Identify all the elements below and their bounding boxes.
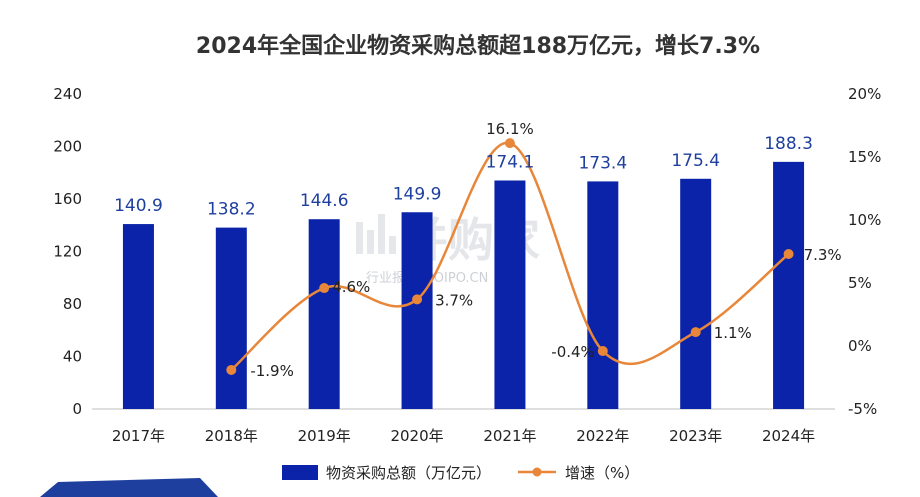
- bar: [680, 178, 712, 409]
- bar-data-label: 144.6: [300, 191, 349, 211]
- line-data-label: -1.9%: [250, 362, 294, 380]
- line-point: [783, 249, 794, 260]
- x-tick-label: 2024年: [762, 427, 815, 445]
- left-tick-label: 120: [53, 243, 82, 261]
- line-point: [412, 294, 423, 305]
- line-point: [504, 138, 515, 149]
- legend-line-label: 增速（%）: [565, 464, 639, 482]
- x-axis: 2017年 2018年 2019年 2020年 2021年 2022年 2023年 2024年: [112, 427, 815, 445]
- bar: [215, 227, 247, 409]
- left-tick-label: 160: [53, 190, 82, 208]
- bar-series: [122, 161, 805, 409]
- legend-line-marker: [532, 467, 542, 477]
- line-data-labels: -1.9% 4.6% 3.7% 16.1% -0.4% 1.1% 7.3%: [250, 120, 841, 380]
- right-tick-label: 10%: [848, 211, 881, 229]
- line-point: [319, 283, 330, 294]
- bar-data-label: 140.9: [114, 196, 163, 216]
- left-tick-label: 0: [72, 400, 82, 418]
- bar: [308, 219, 340, 409]
- line-point: [690, 327, 701, 338]
- left-tick-label: 40: [63, 348, 82, 366]
- left-axis: 0 40 80 120 160 200 240: [53, 85, 82, 418]
- x-tick-label: 2021年: [483, 427, 536, 445]
- chart-title: 2024年全国企业物资采购总额超188万亿元，增长7.3%: [196, 33, 760, 59]
- left-tick-label: 80: [63, 295, 82, 313]
- line-data-label: 7.3%: [804, 246, 842, 264]
- bar: [773, 161, 805, 409]
- right-tick-label: 20%: [848, 85, 881, 103]
- right-tick-label: 15%: [848, 148, 881, 166]
- line-point: [226, 364, 237, 375]
- x-tick-label: 2022年: [576, 427, 629, 445]
- x-tick-label: 2023年: [669, 427, 722, 445]
- bar-data-label: 188.3: [764, 134, 813, 154]
- right-axis: -5% 0% 5% 10% 15% 20%: [848, 85, 881, 418]
- legend-bar-swatch: [282, 465, 318, 480]
- line-series: [226, 138, 794, 375]
- legend: 物资采购总额（万亿元） 增速（%）: [282, 464, 639, 482]
- line-point: [597, 346, 608, 357]
- x-tick-label: 2017年: [112, 427, 165, 445]
- bar: [401, 212, 433, 409]
- bar: [494, 180, 526, 409]
- line-data-label: 3.7%: [435, 291, 473, 309]
- left-tick-label: 240: [53, 85, 82, 103]
- right-tick-label: 5%: [848, 274, 872, 292]
- left-tick-label: 200: [53, 138, 82, 156]
- watermark-logo-icon: [356, 214, 396, 254]
- bar-data-label: 174.1: [486, 152, 535, 172]
- bar: [587, 181, 619, 409]
- bar-data-label: 173.4: [578, 153, 627, 173]
- bar: [122, 224, 154, 409]
- line-data-label: 4.6%: [332, 278, 370, 296]
- decorative-arrow-shape: [40, 478, 218, 497]
- x-tick-label: 2018年: [205, 427, 258, 445]
- line-data-label: -0.4%: [551, 343, 595, 361]
- bar-data-label: 138.2: [207, 200, 256, 220]
- bar-data-label: 149.9: [393, 184, 442, 204]
- bar-data-labels: 140.9 138.2 144.6 149.9 174.1 173.4 175.4 188.3: [114, 134, 813, 220]
- right-tick-label: -5%: [848, 400, 877, 418]
- right-tick-label: 0%: [848, 337, 872, 355]
- x-tick-label: 2020年: [390, 427, 443, 445]
- line-data-label: 1.1%: [714, 324, 752, 342]
- legend-bar-label: 物资采购总额（万亿元）: [326, 464, 491, 482]
- x-tick-label: 2019年: [298, 427, 351, 445]
- line-data-label: 16.1%: [486, 120, 534, 138]
- bar-data-label: 175.4: [671, 151, 720, 171]
